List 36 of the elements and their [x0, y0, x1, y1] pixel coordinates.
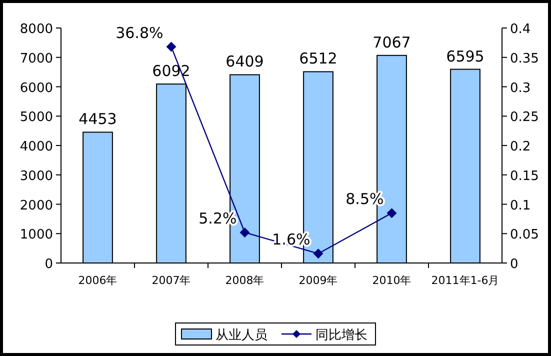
- y2-tick-label: 0.2: [510, 140, 531, 154]
- x-tick-label: 2009年: [298, 274, 338, 287]
- point: [240, 227, 250, 238]
- y-tick-label: 7000: [20, 51, 53, 66]
- y2-tick-label: 0.05: [510, 228, 539, 243]
- legend-label: 同比增长: [316, 328, 368, 343]
- y2-tick-label: 0: [510, 257, 518, 272]
- y2-tick-label: 0.4: [510, 22, 531, 37]
- y2-tick-label: 0.3: [510, 80, 531, 96]
- y-tick-label: 3000: [20, 168, 53, 184]
- x-tick-label: 2008年: [225, 274, 264, 287]
- point: [386, 208, 397, 218]
- data-label: 6512: [299, 50, 338, 68]
- data-label: 6595: [446, 47, 484, 66]
- point: [166, 42, 176, 52]
- y-tick-label: 2000: [20, 198, 53, 214]
- x-tick-label: 2011年1-6月: [431, 274, 500, 287]
- data-label: 7067: [372, 33, 411, 52]
- data-label: 6409: [226, 52, 264, 71]
- y2-tick-label: 0.15: [510, 168, 539, 184]
- y-tick-label: 0: [44, 257, 53, 272]
- y2-tick-label: 0.25: [510, 110, 539, 126]
- y2-tick-label: 0.35: [510, 51, 539, 66]
- y2-tick-label: 0.1: [510, 198, 531, 214]
- y-tick-label: 6000: [20, 80, 53, 96]
- data-label: 4453: [78, 110, 117, 128]
- legend-label: 从业人员: [216, 328, 268, 343]
- y-tick-label: 4000: [20, 140, 53, 154]
- data-label: 36.8%: [116, 24, 164, 42]
- x-tick-label: 2007年: [152, 274, 191, 287]
- point: [313, 248, 324, 259]
- y-tick-label: 5000: [20, 110, 53, 126]
- y-tick-label: 1000: [20, 228, 53, 243]
- x-tick-label: 2006年: [78, 274, 118, 287]
- y-tick-label: 8000: [20, 22, 53, 37]
- x-tick-label: 2010年: [372, 274, 412, 287]
